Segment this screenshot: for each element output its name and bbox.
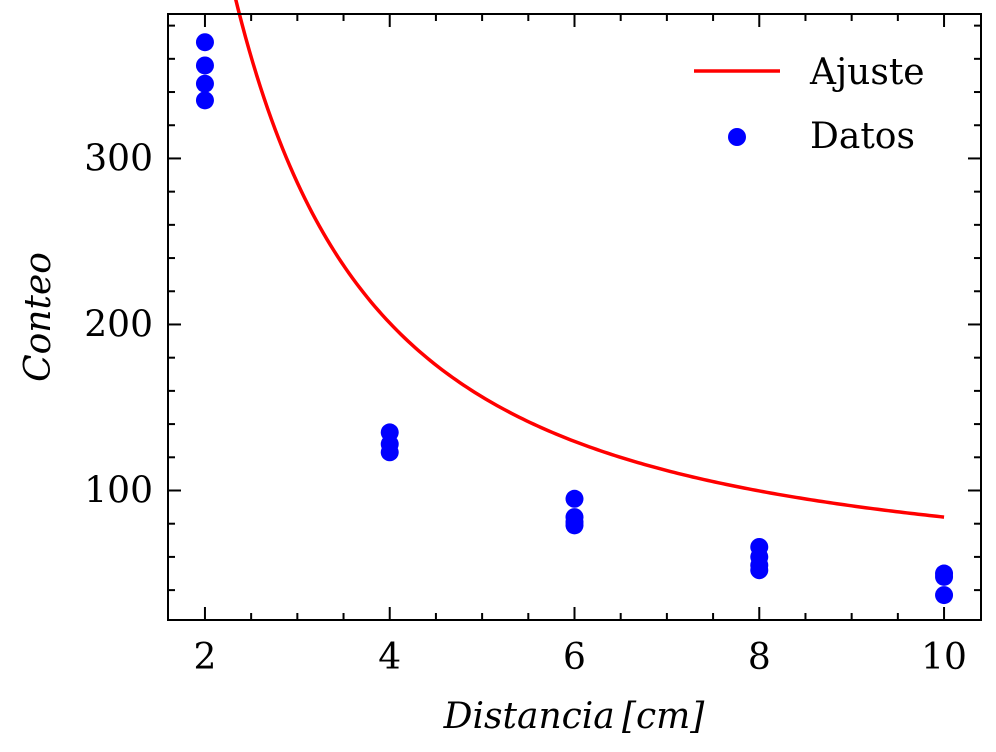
legend-fit-label: Ajuste: [809, 52, 925, 93]
legend-data-swatch: [728, 128, 746, 146]
x-axis-label: Distancia [cm]: [443, 696, 706, 737]
fit-layer: [234, 0, 945, 519]
legend-data-label: Datos: [810, 116, 915, 157]
y-tick-label: 100: [84, 470, 153, 511]
data-point: [380, 443, 399, 462]
axis-ticks: [168, 14, 981, 620]
data-point: [195, 56, 214, 75]
data-point: [195, 33, 214, 52]
data-point: [935, 586, 954, 605]
data-point: [565, 516, 584, 535]
x-tick-label: 6: [563, 637, 586, 678]
plot-frame: [167, 13, 982, 621]
legend: Ajuste Datos: [694, 52, 925, 157]
data-point: [195, 74, 214, 93]
x-tick-label: 2: [194, 637, 217, 678]
data-point: [935, 567, 954, 586]
y-tick-label: 300: [84, 138, 153, 179]
x-tick-label: 8: [748, 637, 771, 678]
tick-labels: 2 4 6 8 10 100 200 300: [84, 138, 967, 678]
data-point: [565, 489, 584, 508]
data-point: [195, 91, 214, 110]
x-tick-label: 4: [378, 637, 401, 678]
fit-curve: [234, 0, 945, 519]
data-points: [195, 33, 954, 605]
data-point: [750, 561, 769, 580]
y-axis-label: Conteo: [18, 252, 59, 382]
x-tick-label: 10: [921, 637, 967, 678]
y-tick-label: 200: [84, 304, 153, 345]
